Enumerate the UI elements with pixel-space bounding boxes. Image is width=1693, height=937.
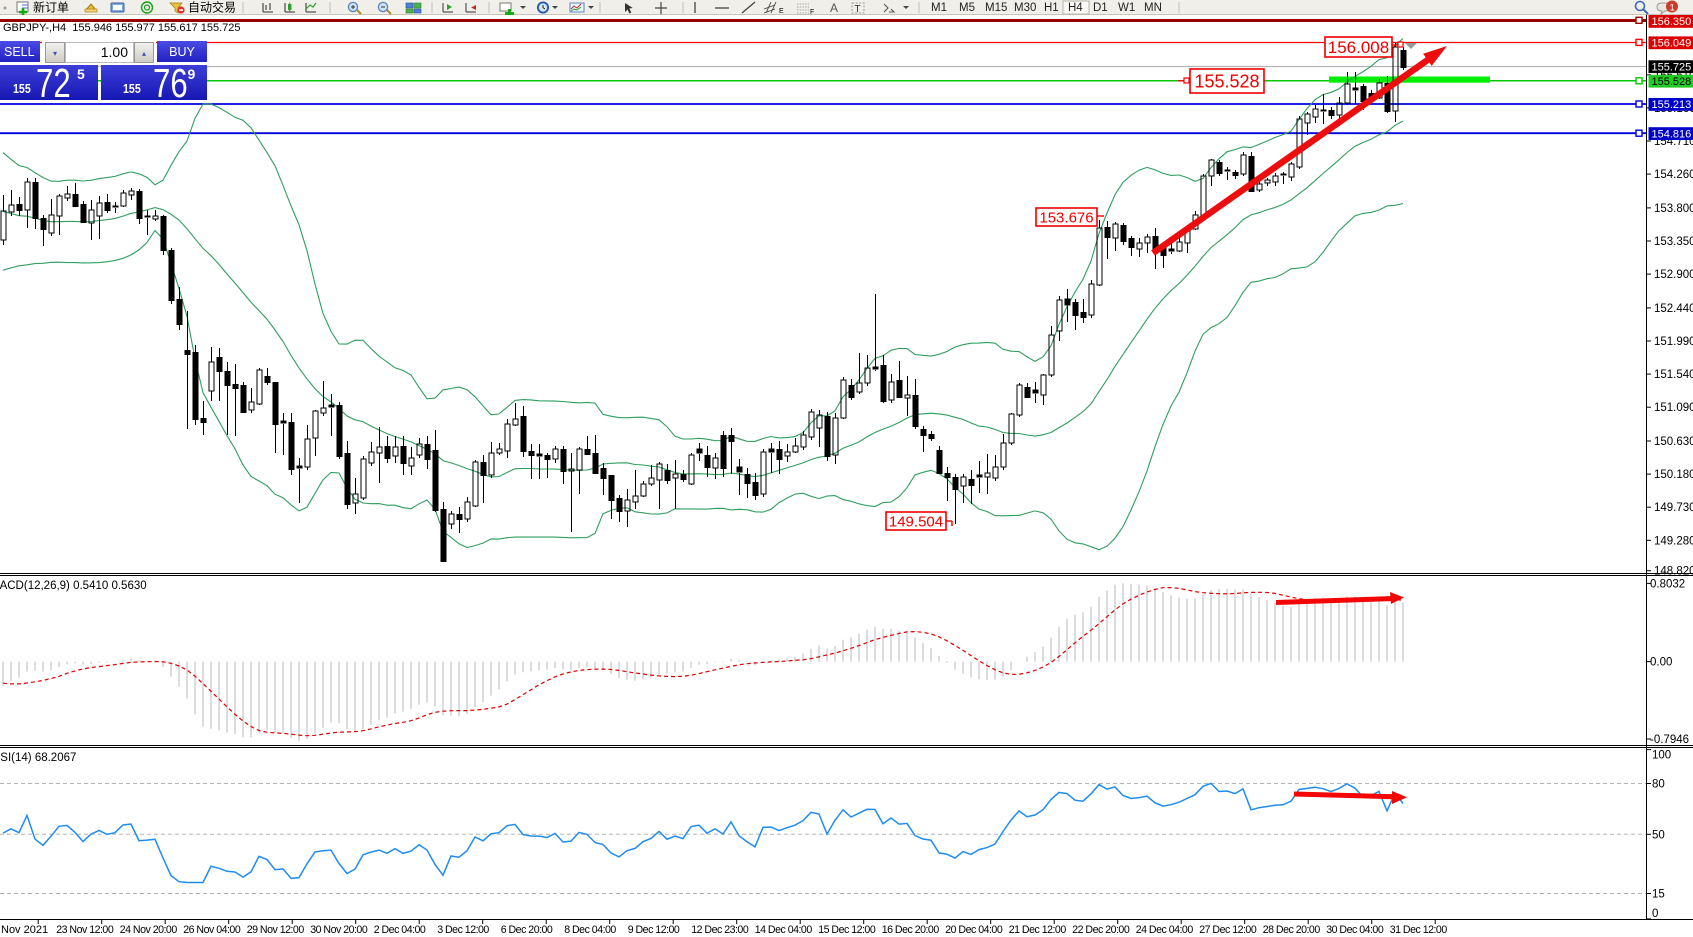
svg-text:156.350: 156.350 — [1652, 16, 1692, 28]
svg-text:14 Dec 04:00: 14 Dec 04:00 — [755, 924, 813, 936]
svg-text:2 Dec 04:00: 2 Dec 04:00 — [374, 924, 426, 936]
svg-text:RSI(14) 68.2067: RSI(14) 68.2067 — [0, 752, 76, 764]
svg-text:30 Dec 04:00: 30 Dec 04:00 — [1326, 924, 1384, 936]
svg-text:50: 50 — [1652, 829, 1665, 841]
svg-text:A: A — [830, 1, 838, 15]
svg-text:15 Dec 12:00: 15 Dec 12:00 — [818, 924, 876, 936]
svg-text:MN: MN — [1144, 2, 1162, 14]
svg-text:Nov 2021: Nov 2021 — [1, 924, 48, 936]
svg-text:22 Dec 20:00: 22 Dec 20:00 — [1072, 924, 1130, 936]
svg-text:T: T — [855, 4, 861, 15]
svg-text:3 Dec 12:00: 3 Dec 12:00 — [437, 924, 489, 936]
svg-text:H4: H4 — [1068, 2, 1083, 14]
svg-text:自动交易: 自动交易 — [188, 0, 236, 15]
svg-text:155.528: 155.528 — [1652, 76, 1692, 88]
svg-text:152.440: 152.440 — [1654, 303, 1693, 315]
svg-text:151.990: 151.990 — [1654, 336, 1693, 348]
svg-text:21 Dec 12:00: 21 Dec 12:00 — [1009, 924, 1067, 936]
svg-text:154.260: 154.260 — [1654, 169, 1693, 181]
svg-text:150.630: 150.630 — [1654, 436, 1693, 448]
svg-text:150.180: 150.180 — [1654, 469, 1693, 481]
svg-text:156.049: 156.049 — [1652, 38, 1692, 50]
svg-text:15: 15 — [1652, 889, 1665, 901]
svg-text:151.540: 151.540 — [1654, 369, 1693, 381]
svg-text:156.008: 156.008 — [1328, 38, 1389, 57]
svg-text:151.090: 151.090 — [1654, 402, 1693, 414]
svg-text:6 Dec 20:00: 6 Dec 20:00 — [501, 924, 553, 936]
svg-text:23 Nov 12:00: 23 Nov 12:00 — [56, 924, 114, 936]
svg-text:149.280: 149.280 — [1654, 535, 1693, 547]
svg-text:153.676: 153.676 — [1039, 209, 1093, 226]
svg-text:27 Dec 12:00: 27 Dec 12:00 — [1199, 924, 1257, 936]
svg-text:152.900: 152.900 — [1654, 269, 1693, 281]
svg-text:0.8032: 0.8032 — [1650, 578, 1685, 590]
svg-text:24 Nov 20:00: 24 Nov 20:00 — [120, 924, 178, 936]
svg-text:新订单: 新订单 — [33, 0, 69, 15]
svg-text:MACD(12,26,9) 0.5410 0.5630: MACD(12,26,9) 0.5410 0.5630 — [0, 580, 147, 592]
svg-text:20 Dec 04:00: 20 Dec 04:00 — [945, 924, 1003, 936]
svg-text:28 Dec 20:00: 28 Dec 20:00 — [1263, 924, 1321, 936]
svg-text:148.820: 148.820 — [1654, 566, 1693, 578]
svg-text:F: F — [810, 9, 814, 15]
svg-text:16 Dec 20:00: 16 Dec 20:00 — [882, 924, 940, 936]
svg-text:149.730: 149.730 — [1654, 502, 1693, 514]
svg-text:30 Nov 20:00: 30 Nov 20:00 — [310, 924, 368, 936]
svg-text:29 Nov 12:00: 29 Nov 12:00 — [247, 924, 305, 936]
svg-text:12 Dec 23:00: 12 Dec 23:00 — [691, 924, 749, 936]
svg-text:1: 1 — [1670, 3, 1675, 14]
svg-text:E: E — [779, 8, 784, 15]
svg-text:155.528: 155.528 — [1194, 72, 1259, 92]
svg-text:100: 100 — [1652, 750, 1671, 762]
svg-text:155.725: 155.725 — [1652, 62, 1692, 74]
svg-text:8 Dec 04:00: 8 Dec 04:00 — [564, 924, 616, 936]
svg-text:26 Nov 04:00: 26 Nov 04:00 — [183, 924, 241, 936]
svg-text:D1: D1 — [1093, 2, 1108, 14]
svg-text:M30: M30 — [1014, 2, 1036, 14]
svg-text:149.504: 149.504 — [889, 513, 943, 530]
svg-text:9 Dec 12:00: 9 Dec 12:00 — [628, 924, 680, 936]
svg-text:24 Dec 04:00: 24 Dec 04:00 — [1136, 924, 1194, 936]
svg-text:154.816: 154.816 — [1652, 128, 1692, 140]
svg-text:-0.7946: -0.7946 — [1650, 734, 1689, 746]
svg-text:M1: M1 — [931, 2, 947, 14]
svg-text:153.800: 153.800 — [1654, 203, 1693, 215]
svg-text:155.213: 155.213 — [1652, 99, 1692, 111]
svg-text:0: 0 — [1652, 908, 1658, 920]
svg-text:M5: M5 — [959, 2, 975, 14]
svg-text:W1: W1 — [1118, 2, 1135, 14]
svg-text:153.350: 153.350 — [1654, 236, 1693, 248]
svg-text:M15: M15 — [985, 2, 1007, 14]
svg-text:H1: H1 — [1044, 2, 1059, 14]
svg-text:0.00: 0.00 — [1650, 657, 1672, 669]
svg-text:31 Dec 12:00: 31 Dec 12:00 — [1390, 924, 1448, 936]
svg-text:80: 80 — [1652, 779, 1665, 791]
